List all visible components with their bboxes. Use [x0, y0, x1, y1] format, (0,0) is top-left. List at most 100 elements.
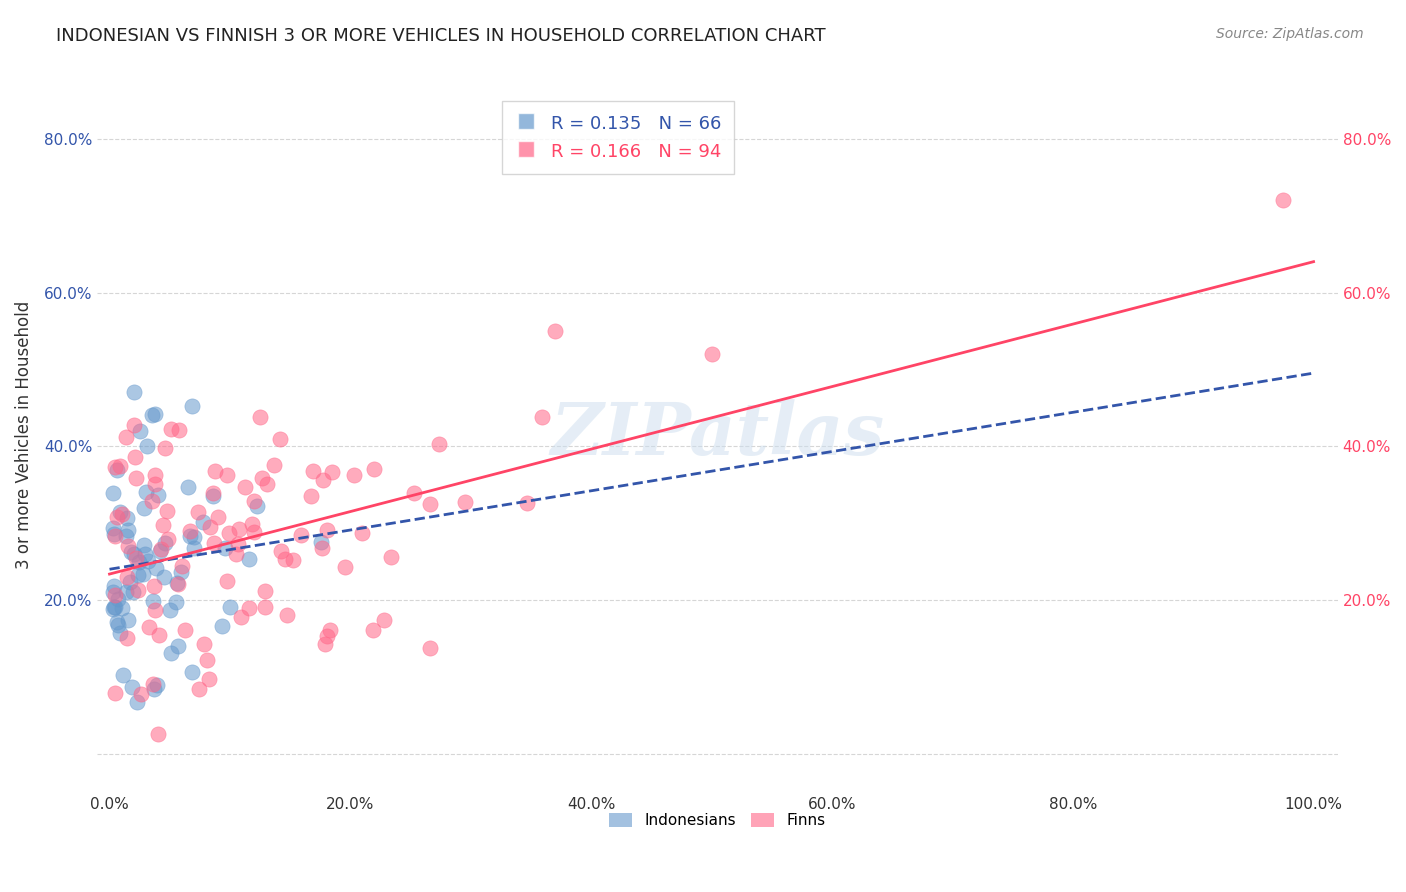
Point: [145, 477, 167, 491]
Point: [108, 459, 131, 474]
Point: [134, 538, 156, 552]
Point: [242, 494, 264, 508]
Point: [149, 543, 172, 558]
Point: [225, 548, 247, 562]
Point: [153, 441, 176, 455]
Point: [153, 536, 176, 550]
Point: [166, 576, 188, 591]
Point: [122, 417, 145, 432]
Point: [233, 480, 256, 494]
Point: [143, 407, 166, 421]
Point: [246, 499, 269, 513]
Point: [299, 489, 322, 503]
Point: [128, 424, 150, 438]
Point: [136, 553, 159, 567]
Point: [309, 535, 332, 549]
Point: [115, 430, 138, 444]
Point: [142, 677, 165, 691]
Point: [101, 602, 124, 616]
Point: [169, 565, 191, 579]
Point: [159, 422, 181, 436]
Point: [129, 687, 152, 701]
Point: [111, 507, 134, 521]
Point: [217, 467, 239, 482]
Point: [156, 533, 179, 547]
Point: [419, 641, 441, 656]
Point: [108, 626, 131, 640]
Point: [281, 553, 304, 567]
Point: [134, 547, 156, 561]
Point: [231, 610, 253, 624]
Point: [107, 618, 129, 632]
Point: [107, 592, 129, 607]
Point: [104, 600, 127, 615]
Point: [142, 594, 165, 608]
Point: [238, 551, 260, 566]
Point: [202, 489, 225, 503]
Point: [314, 637, 336, 651]
Point: [103, 527, 125, 541]
Point: [187, 505, 209, 519]
Point: [111, 601, 134, 615]
Point: [530, 410, 553, 425]
Point: [207, 509, 229, 524]
Text: Source: ZipAtlas.com: Source: ZipAtlas.com: [1216, 27, 1364, 41]
Point: [404, 486, 426, 500]
Point: [146, 488, 169, 502]
Point: [115, 529, 138, 543]
Point: [117, 539, 139, 553]
Point: [142, 579, 165, 593]
Point: [250, 471, 273, 485]
Point: [177, 480, 200, 494]
Point: [108, 505, 131, 519]
Point: [132, 567, 155, 582]
Point: [242, 525, 264, 540]
Point: [274, 551, 297, 566]
Point: [183, 530, 205, 544]
Point: [167, 639, 190, 653]
Point: [516, 496, 538, 510]
Point: [136, 439, 159, 453]
Point: [117, 613, 139, 627]
Point: [427, 437, 450, 451]
Point: [115, 585, 138, 599]
Point: [333, 560, 356, 574]
Point: [138, 620, 160, 634]
Point: [117, 523, 139, 537]
Point: [226, 537, 249, 551]
Point: [270, 544, 292, 558]
Point: [204, 464, 226, 478]
Point: [146, 678, 169, 692]
Point: [269, 432, 291, 446]
Point: [343, 467, 366, 482]
Point: [142, 681, 165, 696]
Point: [124, 450, 146, 465]
Point: [115, 510, 138, 524]
Point: [124, 471, 146, 485]
Point: [350, 525, 373, 540]
Point: [544, 324, 567, 338]
Point: [180, 665, 202, 679]
Point: [127, 583, 149, 598]
Point: [159, 603, 181, 617]
Point: [454, 495, 477, 509]
Point: [149, 541, 172, 556]
Point: [103, 599, 125, 614]
Point: [160, 646, 183, 660]
Point: [167, 577, 190, 591]
Point: [211, 619, 233, 633]
Point: [101, 520, 124, 534]
Point: [193, 637, 215, 651]
Point: [146, 727, 169, 741]
Point: [112, 667, 135, 681]
Point: [174, 624, 197, 638]
Point: [201, 486, 224, 500]
Point: [183, 541, 205, 555]
Point: [198, 672, 221, 686]
Point: [141, 408, 163, 422]
Point: [256, 477, 278, 491]
Point: [104, 588, 127, 602]
Point: [101, 584, 124, 599]
Point: [152, 517, 174, 532]
Point: [141, 494, 163, 508]
